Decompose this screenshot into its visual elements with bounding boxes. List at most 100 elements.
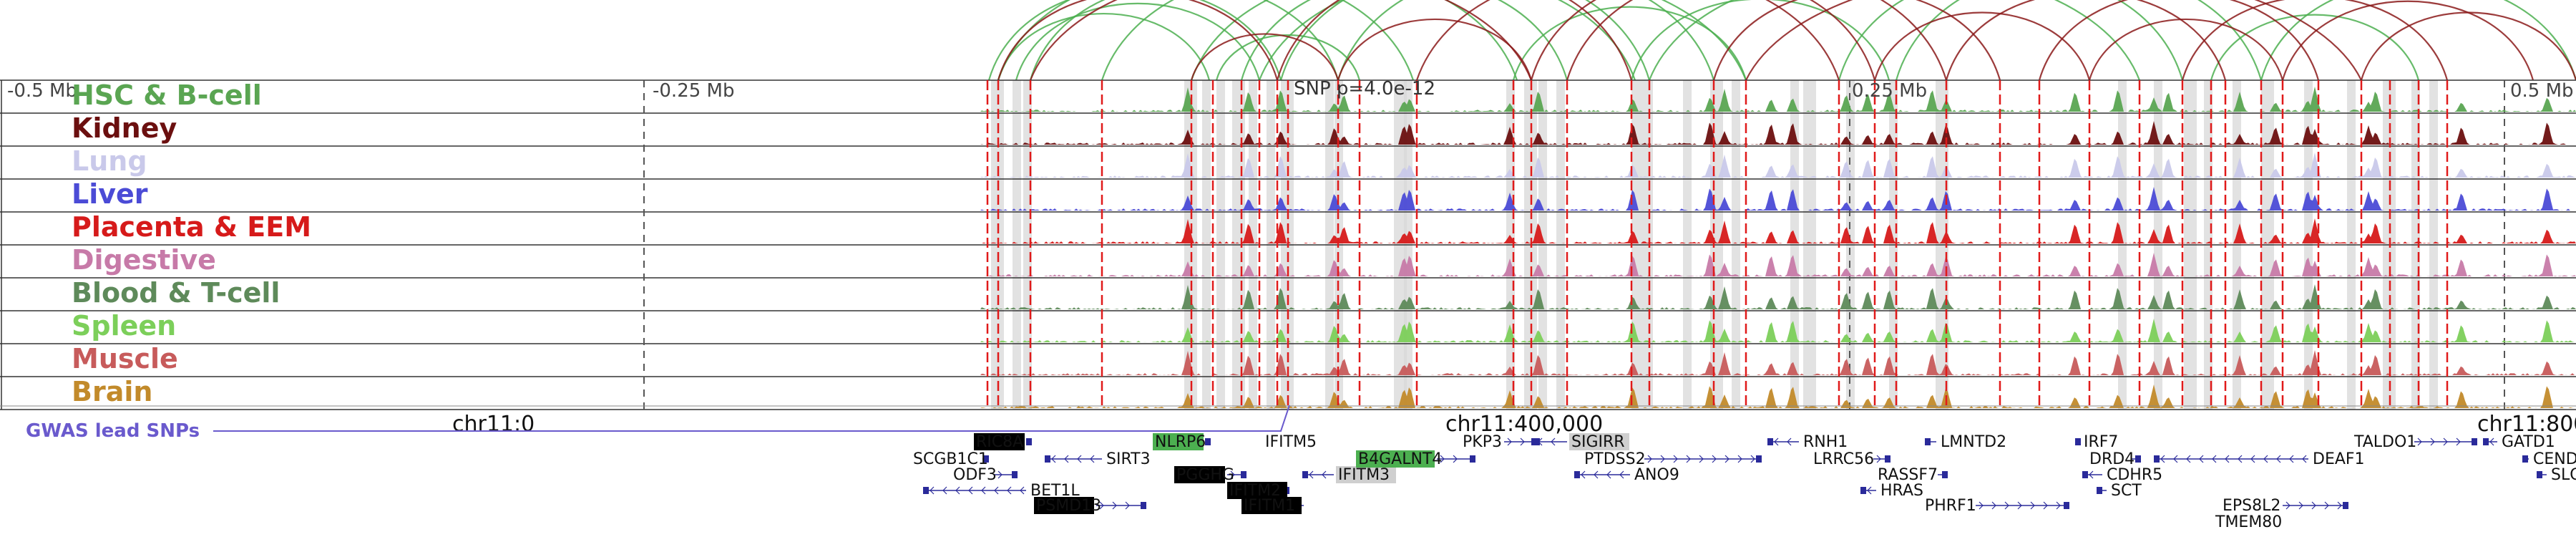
gene-label: ODF3: [953, 466, 997, 484]
strand-arrow: [1551, 437, 1556, 446]
interaction-arc: [2181, 0, 2449, 81]
strand-arrow: [1867, 486, 1872, 495]
strand-arrow: [2263, 455, 2268, 463]
strand-arrow: [1737, 455, 1742, 463]
track-label: Spleen: [72, 310, 176, 342]
snp-pvalue-label: SNP p=4.0e-12: [1294, 78, 1435, 100]
interaction-arc: [1566, 0, 1948, 81]
gene-label: PGGHG: [1176, 466, 1234, 484]
strand-arrow: [2056, 501, 2061, 510]
track-label: Brain: [72, 376, 152, 407]
strand-arrow: [1051, 455, 1056, 463]
interaction-arc: [1873, 11, 2091, 81]
interaction-arc: [1895, 0, 2263, 81]
strand-arrow: [2417, 437, 2422, 446]
gene-exon: [1470, 455, 1475, 463]
interaction-arc: [1945, 0, 2227, 81]
strand-arrow: [1090, 455, 1095, 463]
interaction-arc: [2210, 14, 2420, 81]
interaction-arc: [1029, 0, 1340, 81]
strand-arrow: [1686, 455, 1691, 463]
strand-arrow: [942, 486, 947, 495]
interaction-arc: [1258, 0, 1747, 81]
track-label: Placenta & EEM: [72, 211, 311, 243]
gene-exon: [2082, 471, 2088, 478]
strand-arrow: [930, 486, 935, 495]
gene-label: SCT: [2111, 482, 2142, 500]
strand-arrow: [1619, 470, 1624, 479]
gene-exon: [1767, 438, 1773, 445]
strand-arrow: [2160, 455, 2165, 463]
interaction-arc: [1712, 0, 2001, 81]
gene-exon: [1241, 471, 1246, 478]
interaction-arc: [997, 0, 1279, 81]
strand-arrow: [2456, 437, 2461, 446]
gwas-lead-snps-label: GWAS lead SNPs: [26, 420, 200, 442]
gene-exon: [1574, 471, 1580, 478]
gene-label: PHRF1: [1925, 497, 1976, 515]
gene-exon: [2097, 487, 2102, 494]
scale-label-right: 0.5 Mb: [2510, 80, 2574, 102]
strand-arrow: [2250, 455, 2255, 463]
genome-axis: chr11:0 chr11:400,000 chr11:800 GWAS lea…: [0, 405, 2576, 442]
gene-sct: SCT: [2097, 482, 2142, 500]
track-label: Digestive: [72, 244, 216, 276]
gene-exon: [2483, 438, 2489, 445]
interaction-arc: [1337, 0, 1715, 81]
gene-psmd13: PSMD13: [1034, 497, 1146, 515]
interaction-arc: [1190, 33, 1340, 81]
scale-label-right-mid: 0.25 Mb: [1852, 80, 1927, 102]
gene-label: RASSF7: [1878, 466, 1938, 484]
strand-arrow: [1007, 486, 1012, 495]
gene-exon: [2472, 438, 2477, 445]
interaction-arc: [2038, 0, 2320, 81]
strand-arrow: [2276, 455, 2281, 463]
gene-highlight: [1174, 466, 1225, 483]
strand-arrow: [2017, 501, 2022, 510]
strand-arrow: [1876, 455, 1881, 463]
strand-arrow: [1309, 470, 1314, 479]
gene-phrf1: PHRF1: [1925, 497, 2069, 515]
strand-arrow: [2289, 455, 2294, 463]
interaction-arc: [1648, 0, 2141, 81]
axis-label-0: chr11:0: [452, 412, 535, 437]
gene-rnh1: RNH1: [1767, 433, 1848, 451]
axis-label-2: chr11:800: [2477, 412, 2576, 437]
strand-arrow: [2089, 470, 2094, 479]
gene-exon: [2343, 502, 2348, 509]
gene-ifitm3: IFITM3: [1302, 466, 1396, 484]
strand-arrow: [1724, 455, 1729, 463]
strand-arrow: [981, 486, 986, 495]
gene-ifitm1: IFITM1: [1241, 497, 1304, 515]
strand-arrow: [2285, 501, 2290, 510]
scale-label-left-mid: -0.25 Mb: [653, 80, 734, 102]
strand-arrow: [2430, 437, 2435, 446]
strand-arrow: [994, 486, 999, 495]
gene-label: EPS8L2: [2223, 497, 2280, 515]
gene-irf7: IRF7: [2075, 433, 2118, 451]
gene-exon: [1885, 455, 1890, 463]
gene-label: BET1L: [1030, 482, 1080, 500]
gene-slc: SLC: [2537, 466, 2576, 484]
gene-exon: [1141, 502, 1146, 509]
strand-arrow: [1581, 470, 1586, 479]
strand-arrow: [1699, 455, 1704, 463]
gene-label: IRF7: [2084, 433, 2118, 451]
gene-highlight: [1153, 433, 1204, 450]
strand-arrow: [955, 486, 960, 495]
strand-arrow: [2298, 501, 2303, 510]
gene-label: PTDSS2: [1584, 450, 1646, 468]
gene-pgghg: PGGHG: [1174, 466, 1246, 484]
strand-arrow: [1660, 455, 1665, 463]
track-label: HSC & B-cell: [72, 79, 262, 111]
interaction-arc: [2281, 0, 2534, 81]
strand-arrow: [1991, 501, 1996, 510]
gene-highlight: [1241, 497, 1302, 514]
strand-arrow: [2489, 437, 2494, 446]
gene-exon: [1860, 487, 1866, 494]
interaction-arc: [1630, 0, 1890, 81]
strand-arrow: [2225, 455, 2230, 463]
strand-arrow: [1750, 455, 1755, 463]
interaction-arc: [1530, 0, 1876, 81]
interaction-arc: [1190, 0, 1636, 81]
